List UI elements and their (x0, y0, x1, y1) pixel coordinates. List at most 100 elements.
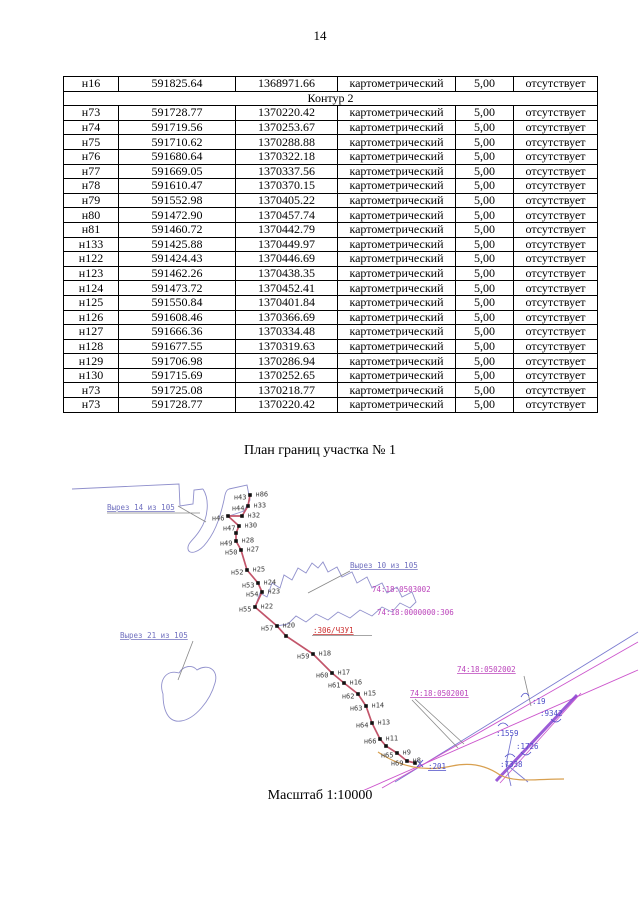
point-label: н59 (297, 653, 310, 661)
table-cell: 1370334.48 (235, 324, 338, 340)
point-label: н52 (231, 569, 244, 577)
table-cell: картометрический (337, 148, 456, 165)
table-row: н73 591728.77 1370220.42 картометрический 5,… (63, 105, 598, 121)
table-cell: 5,00 (455, 178, 514, 194)
plan-map-container: н43 н86 н44 н33 н32 н46 н47 н30 н49 н28 н50 н27 н52 н… (60, 480, 640, 793)
table-row: н129 591706.98 1370286.94 картометрический 5… (63, 353, 598, 369)
table-cell: 1368971.66 (235, 76, 338, 92)
table-cell: отсутствует (513, 207, 598, 223)
table-cell: 5,00 (455, 251, 514, 267)
boundary-point (356, 692, 360, 696)
table-cell: н79 (63, 192, 119, 209)
table-cell: 1370253.67 (235, 119, 338, 136)
table-cell: н130 (63, 367, 119, 384)
table-cell: н76 (63, 148, 119, 165)
table-cell: 1370218.77 (235, 382, 338, 399)
table-cell: 1370452.41 (235, 280, 338, 296)
table-cell: 5,00 (455, 221, 514, 238)
table-cell: н128 (63, 338, 119, 355)
table-cell: картометрический (337, 105, 456, 121)
table-cell: 1370446.69 (235, 251, 338, 267)
table-cell: 1370322.18 (235, 148, 338, 165)
table-cell: картометрический (337, 119, 456, 136)
table-cell: отсутствует (513, 397, 598, 413)
table-cell: н74 (63, 119, 119, 136)
table-cell: 5,00 (455, 192, 514, 209)
map-label: 74:18:0000000:306 (377, 608, 454, 617)
table-cell: картометрический (337, 265, 456, 282)
table-cell: н122 (63, 251, 119, 267)
table-cell: картометрический (337, 309, 456, 326)
table-cell: 1370286.94 (235, 353, 338, 369)
boundary-point (240, 514, 244, 518)
table-row: н16 591825.64 1368971.66 картометрический 5,… (63, 76, 598, 92)
point-label: н28 (242, 537, 255, 545)
table-cell: картометрический (337, 207, 456, 223)
table-cell: 5,00 (455, 207, 514, 223)
table-cell: картометрический (337, 397, 456, 413)
boundary-point (253, 605, 257, 609)
table-cell: 5,00 (455, 163, 514, 180)
table-cell: 1370449.97 (235, 236, 338, 253)
boundary-point (260, 590, 264, 594)
table-cell: отсутствует (513, 105, 598, 121)
point-label: н14 (372, 702, 385, 710)
table-cell: картометрический (337, 236, 456, 253)
point-label: н25 (253, 566, 266, 574)
table-cell: 591550.84 (118, 294, 236, 311)
table-cell: 591725.08 (118, 382, 236, 399)
table-cell: 591680.64 (118, 148, 236, 165)
parcel-bracket-19 (520, 692, 530, 698)
boundary-point (330, 671, 334, 675)
coordinates-table: н16 591825.64 1368971.66 картометрический 5,… (63, 76, 598, 413)
point-label: н24 (264, 579, 277, 587)
table-cell: 5,00 (455, 134, 514, 150)
boundary-point (405, 759, 409, 763)
table-row: н79 591552.98 1370405.22 картометрический 5,… (63, 192, 598, 209)
point-label: н15 (364, 690, 377, 698)
table-cell: отсутствует (513, 353, 598, 369)
boundary-point (275, 624, 279, 628)
table-cell: отсутствует (513, 294, 598, 311)
table-row: Контур 2 (63, 90, 598, 107)
table-cell: н16 (63, 76, 119, 92)
table-cell: отсутствует (513, 265, 598, 282)
table-cell: 1370337.56 (235, 163, 338, 180)
point-label: н47 (223, 525, 236, 533)
table-cell: 1370220.42 (235, 105, 338, 121)
table-cell: н73 (63, 382, 119, 399)
boundary-point (370, 721, 374, 725)
point-label: н27 (247, 546, 260, 554)
map-label: :201 (428, 762, 446, 771)
table-cell: 591710.62 (118, 134, 236, 150)
parcel-bracket-1726 (520, 751, 532, 756)
table-cell: 591825.64 (118, 76, 236, 92)
table-cell: н133 (63, 236, 119, 253)
table-cell: 5,00 (455, 353, 514, 369)
table-cell: 5,00 (455, 397, 514, 413)
table-cell: картометрический (337, 221, 456, 238)
table-cell: н73 (63, 105, 119, 121)
boundary-point (284, 634, 288, 638)
table-cell: отсутствует (513, 367, 598, 384)
map-label: :7338 (500, 760, 523, 769)
table-cell: 5,00 (455, 148, 514, 165)
table-row: н125 591550.84 1370401.84 картометрический 5… (63, 294, 598, 311)
point-label: н43 (234, 494, 247, 502)
point-label: н61 (328, 682, 341, 690)
map-label: :1726 (516, 742, 539, 751)
page-number: 14 (313, 28, 327, 43)
table-cell: 1370370.15 (235, 178, 338, 194)
table-row: н122 591424.43 1370446.69 картометрический 5… (63, 251, 598, 267)
table-cell: 5,00 (455, 324, 514, 340)
boundary-point (256, 581, 260, 585)
point-label: н17 (338, 669, 351, 677)
table-cell: н75 (63, 134, 119, 150)
map-label: :306/ЧЗУ1 (313, 626, 354, 635)
table-cell: 1370319.63 (235, 338, 338, 355)
table-cell: н123 (63, 265, 119, 282)
table-cell: отсутствует (513, 221, 598, 238)
point-label: н11 (386, 735, 399, 743)
adjacent-boundary-corner (228, 484, 251, 517)
table-row: н123 591462.26 1370438.35 картометрический 5… (63, 265, 598, 282)
